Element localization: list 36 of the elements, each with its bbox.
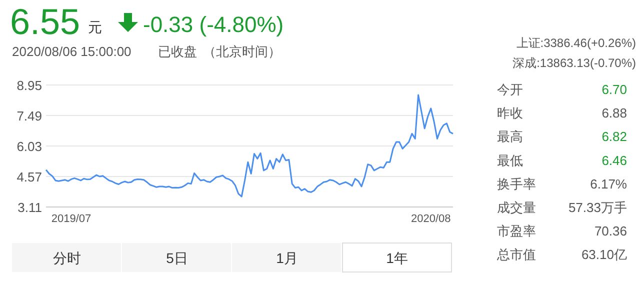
text: 分时	[53, 250, 81, 266]
x-tick-label: 2020/08	[411, 213, 451, 225]
text: 成交量	[497, 200, 536, 215]
text: 上证:3386.46(+0.26%)	[516, 36, 636, 50]
y-tick-label: 8.95	[16, 78, 42, 93]
text: 换手率	[497, 176, 536, 192]
text: -0.33 (-4.80%)	[143, 12, 284, 37]
y-tick-label: 7.49	[16, 108, 42, 124]
text: 1月	[276, 250, 298, 266]
text: 最高	[497, 129, 523, 144]
y-tick-label: 3.11	[18, 200, 42, 215]
text: 6.55	[10, 1, 80, 42]
text: 2020/08/06 15:00:00	[12, 44, 132, 59]
text: 6.17%	[590, 176, 628, 192]
text: 6.70	[602, 82, 627, 97]
y-tick-label: 6.03	[16, 139, 42, 154]
text: 57.33万手	[568, 200, 627, 215]
text: 市盈率	[497, 224, 536, 239]
text: 6.46	[602, 152, 627, 168]
text: 6.82	[602, 129, 627, 144]
y-tick-label: 4.57	[16, 170, 42, 184]
text: 最低	[497, 152, 523, 168]
text: 昨收	[497, 106, 523, 121]
text: 已收盘	[158, 44, 197, 59]
line-series	[45, 94, 454, 198]
text: （北京时间）	[203, 44, 281, 59]
text: 1年	[386, 250, 408, 266]
text: 元	[88, 19, 102, 35]
text: 70.36	[594, 224, 627, 239]
text: 总市值	[496, 247, 536, 262]
text: 5日	[166, 250, 188, 266]
text: 6.88	[602, 106, 627, 121]
text: 深成:13863.13(-0.70%)	[512, 56, 636, 70]
text: 63.10亿	[581, 247, 627, 262]
text: 今开	[497, 82, 523, 97]
x-tick-label: 2019/07	[51, 213, 92, 225]
